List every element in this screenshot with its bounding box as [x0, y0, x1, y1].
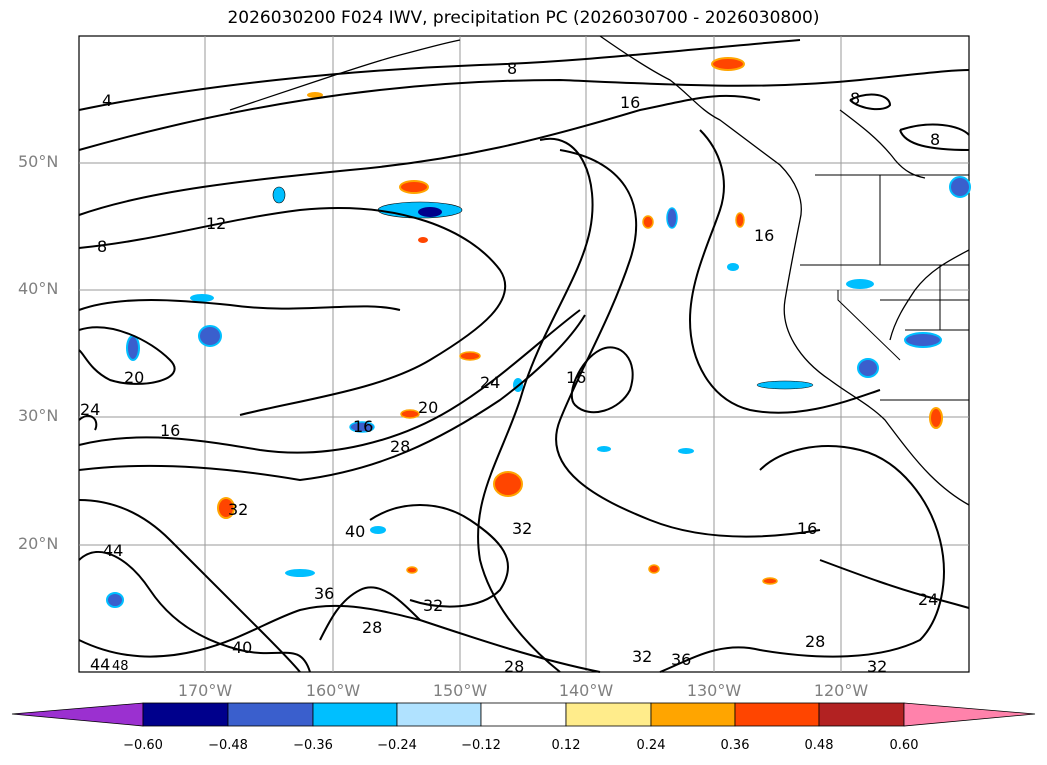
contour-label: 32	[228, 500, 248, 519]
lon-label: 160°W	[305, 681, 361, 700]
lon-label: 150°W	[432, 681, 488, 700]
colorbar-min-extend	[11, 702, 144, 727]
colorbar	[11, 702, 1036, 727]
contour-label: 16	[797, 519, 817, 538]
map-frame	[78, 35, 970, 673]
contour-label: 16	[566, 368, 586, 387]
colorbar-bin	[650, 702, 736, 727]
contour-label: 8	[850, 89, 860, 108]
contour-label: 32	[867, 657, 887, 676]
borders	[800, 174, 969, 401]
colorbar-tick: −0.36	[293, 738, 333, 753]
contour-label: 36	[314, 584, 334, 603]
colorbar-tick: 0.48	[804, 738, 834, 753]
lon-label: 130°W	[686, 681, 742, 700]
lon-label: 120°W	[813, 681, 869, 700]
colorbar-tick: 0.60	[889, 738, 919, 753]
contour-label: 28	[390, 437, 410, 456]
iwv-contours	[78, 39, 970, 673]
colorbar-tick: −0.48	[208, 738, 248, 753]
colorbar-bin	[142, 702, 229, 727]
lat-label: 20°N	[18, 534, 59, 553]
contour-label: 8	[507, 59, 517, 78]
lon-label: 170°W	[177, 681, 233, 700]
colorbar-tick: 0.12	[551, 738, 581, 753]
lat-label: 40°N	[18, 279, 59, 298]
colorbar-bin	[312, 702, 398, 727]
contour-label: 24	[918, 590, 938, 609]
contour-label: 16	[620, 93, 640, 112]
contour-label: 20	[124, 368, 144, 387]
colorbar-bin	[818, 702, 905, 727]
contour-label: 8	[930, 130, 940, 149]
contour-label: 20	[418, 398, 438, 417]
lon-label: 140°W	[558, 681, 614, 700]
contour-label: 12	[206, 214, 226, 233]
lat-label: 30°N	[18, 406, 59, 425]
contour-label: 44	[90, 655, 110, 674]
contour-label: 16	[353, 417, 373, 436]
contour-label: 28	[805, 632, 825, 651]
contour-label: 28	[504, 657, 524, 676]
graticule	[79, 36, 969, 672]
colorbar-tick: −0.24	[377, 738, 417, 753]
colorbar-tick: −0.12	[461, 738, 501, 753]
contour-label: 16	[160, 421, 180, 440]
colorbar-max-extend	[903, 702, 1036, 727]
colorbar-tick: 0.36	[720, 738, 750, 753]
contour-label: 8	[97, 237, 107, 256]
lat-label: 50°N	[18, 152, 59, 171]
colorbar-bin	[565, 702, 652, 727]
colorbar-tick: −0.60	[123, 738, 163, 753]
colorbar-bin	[227, 702, 314, 727]
contour-label: 32	[632, 647, 652, 666]
contour-label: 44	[103, 541, 123, 560]
contour-label: 24	[80, 400, 100, 419]
contour-label: 32	[512, 519, 532, 538]
contour-label: 16	[754, 226, 774, 245]
map-title: 2026030200 F024 IWV, precipitation PC (2…	[227, 8, 820, 28]
colorbar-bin	[396, 702, 482, 727]
contour-labels: 4 8 8 8 8 12 16 16 16 16 16 16 20 20 24 …	[80, 59, 940, 676]
contour-label: 24	[480, 373, 500, 392]
contour-label: 36	[671, 650, 691, 669]
contour-label: 28	[362, 618, 382, 637]
contour-label: 4	[102, 91, 112, 110]
contour-label: 40	[345, 522, 365, 541]
colorbar-bin	[480, 702, 567, 727]
contour-label: 32	[423, 596, 443, 615]
contour-label: 48	[112, 659, 129, 674]
colorbar-bin	[734, 702, 820, 727]
contour-label: 40	[232, 638, 252, 657]
colorbar-tick: 0.24	[636, 738, 666, 753]
